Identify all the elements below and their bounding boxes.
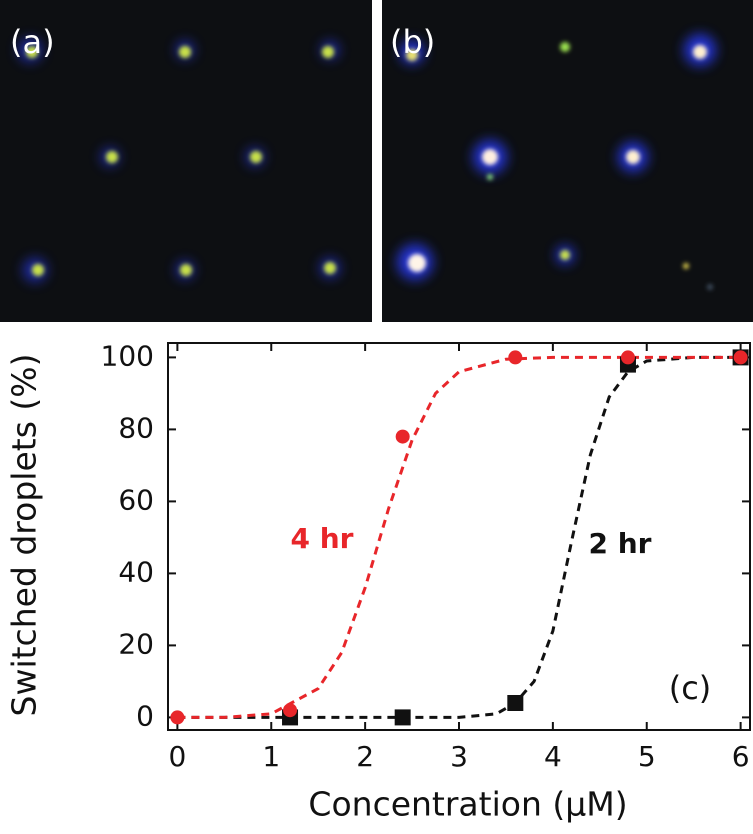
- fit-line: [177, 355, 741, 719]
- y-tick-label: 40: [118, 555, 154, 588]
- fit-line: [177, 355, 741, 719]
- plot-frame: [167, 342, 751, 731]
- y-tick-label: 80: [118, 411, 154, 444]
- x-tick-label: 4: [544, 740, 562, 773]
- panel-label: (a): [10, 23, 55, 61]
- y-tick-label: 0: [136, 699, 154, 732]
- x-tick-label: 3: [450, 740, 468, 773]
- x-tick-label: 6: [732, 740, 750, 773]
- marker: [508, 350, 523, 365]
- panel-label: (b): [390, 23, 435, 61]
- marker: [733, 350, 748, 365]
- x-tick-label: 2: [356, 740, 374, 773]
- panel-b: (b): [382, 0, 753, 322]
- y-tick-label: 100: [101, 339, 154, 372]
- x-axis-label: Concentration (μM): [308, 785, 627, 824]
- marker: [507, 695, 524, 711]
- marker: [283, 703, 298, 718]
- y-tick-label: 60: [118, 483, 154, 516]
- marker: [170, 710, 185, 725]
- marker: [394, 709, 411, 726]
- marker: [395, 429, 410, 444]
- annotation: 2 hr: [589, 527, 652, 560]
- y-axis-label: Switched droplets (%): [5, 354, 44, 717]
- panel-a: (a): [0, 0, 372, 322]
- marker: [620, 350, 635, 365]
- x-tick-label: 5: [638, 740, 656, 773]
- x-tick-label: 0: [168, 740, 186, 773]
- x-tick-label: 1: [262, 740, 280, 773]
- annotation: 4 hr: [291, 522, 354, 555]
- y-tick-label: 20: [118, 627, 154, 660]
- annotation: (c): [669, 669, 712, 707]
